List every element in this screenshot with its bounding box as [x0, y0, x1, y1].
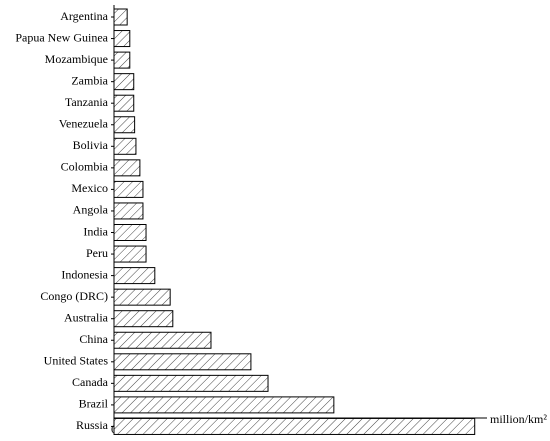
bar — [113, 94, 135, 112]
bar — [113, 396, 335, 414]
y-tick-label: Mozambique — [45, 52, 108, 66]
y-tick-label: Australia — [64, 310, 109, 324]
y-tick-label: Canada — [72, 375, 109, 389]
y-tick-label: Angola — [73, 203, 109, 217]
y-tick-label: Peru — [86, 246, 108, 260]
bar — [113, 353, 252, 371]
y-tick-label: Brazil — [79, 397, 109, 411]
bar — [113, 374, 269, 392]
bar — [113, 180, 144, 198]
bar — [113, 417, 476, 435]
y-tick-label: United States — [44, 354, 109, 368]
y-tick-label: Congo (DRC) — [40, 289, 108, 303]
bar — [113, 30, 131, 48]
bar — [113, 288, 171, 306]
bar — [113, 51, 131, 69]
bar — [113, 267, 156, 285]
bar — [113, 310, 174, 328]
bar — [113, 202, 144, 220]
y-tick-label: Venezuela — [59, 117, 109, 131]
bar — [113, 159, 141, 177]
bar — [113, 245, 147, 263]
bar — [113, 116, 136, 134]
y-tick-label: Zambia — [71, 73, 108, 87]
bar — [113, 137, 137, 155]
y-tick-label: Mexico — [71, 181, 108, 195]
y-tick-label: Russia — [76, 418, 109, 432]
y-tick-label: China — [79, 332, 108, 346]
x-axis-label: million/km² — [490, 412, 547, 426]
bar — [113, 224, 147, 241]
y-tick-label: Bolivia — [73, 138, 109, 152]
bar — [113, 73, 135, 91]
y-tick-label: Argentina — [60, 9, 108, 23]
y-tick-label: Papua New Guinea — [15, 30, 108, 44]
y-tick-label: Tanzania — [65, 95, 109, 109]
y-tick-label: Indonesia — [61, 267, 108, 281]
y-tick-label: India — [83, 224, 108, 238]
bar — [113, 331, 212, 349]
y-tick-label: Colombia — [61, 160, 109, 174]
bar — [113, 8, 128, 26]
